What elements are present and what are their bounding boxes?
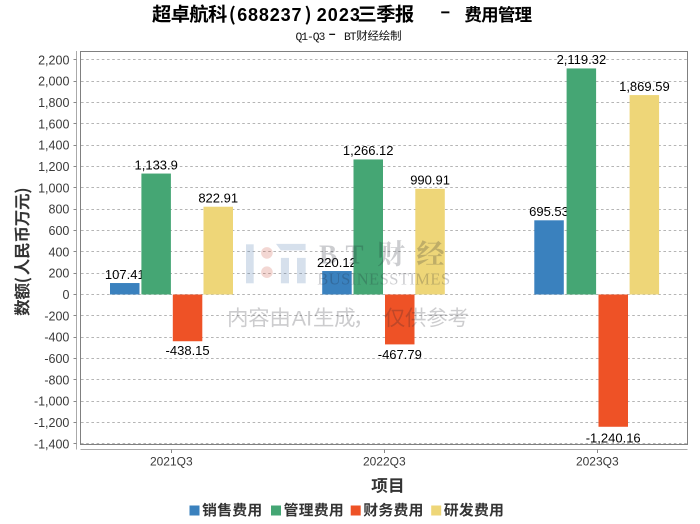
- svg-text:220.12: 220.12: [317, 255, 357, 270]
- svg-text:822.91: 822.91: [198, 191, 238, 206]
- svg-text:2,119.32: 2,119.32: [557, 52, 607, 67]
- svg-text:AI: AI: [292, 306, 312, 330]
- svg-text:2023: 2023: [317, 5, 361, 25]
- svg-text:990.91: 990.91: [410, 173, 450, 188]
- svg-text:1,000: 1,000: [38, 181, 69, 195]
- svg-text:-467.79: -467.79: [378, 347, 422, 362]
- svg-text:B: B: [319, 239, 337, 269]
- svg-text:2,200: 2,200: [38, 53, 69, 67]
- svg-text:2023Q3: 2023Q3: [576, 455, 619, 469]
- svg-text:1,800: 1,800: [38, 96, 69, 110]
- svg-text:0: 0: [62, 288, 69, 302]
- svg-text:1,133.9: 1,133.9: [135, 157, 178, 172]
- svg-text:2021Q3: 2021Q3: [150, 455, 193, 469]
- svg-text:BT: BT: [344, 32, 357, 44]
- svg-text:2022Q3: 2022Q3: [363, 455, 406, 469]
- svg-text:1,869.59: 1,869.59: [619, 79, 670, 94]
- svg-text:-1,000: -1,000: [34, 395, 69, 409]
- svg-text:BUSINESSTIMES: BUSINESSTIMES: [317, 269, 450, 288]
- svg-text:1,400: 1,400: [38, 139, 69, 153]
- svg-text:1,200: 1,200: [38, 160, 69, 174]
- svg-text:695.53: 695.53: [529, 204, 569, 219]
- svg-text:-1,200: -1,200: [34, 416, 69, 430]
- svg-text:T: T: [346, 239, 364, 269]
- svg-text:400: 400: [49, 245, 70, 259]
- svg-text:200: 200: [49, 267, 70, 281]
- svg-text:-800: -800: [44, 373, 69, 387]
- svg-text:-600: -600: [44, 352, 69, 366]
- svg-text:2,000: 2,000: [38, 75, 69, 89]
- svg-text:-1,400: -1,400: [34, 437, 69, 451]
- svg-text:1,266.12: 1,266.12: [343, 143, 394, 158]
- svg-text:107.41: 107.41: [105, 267, 145, 282]
- svg-text:600: 600: [49, 224, 70, 238]
- svg-text:-438.15: -438.15: [166, 343, 210, 358]
- svg-text:1,600: 1,600: [38, 117, 69, 131]
- svg-text:-200: -200: [44, 309, 69, 323]
- svg-text:800: 800: [49, 203, 70, 217]
- svg-text:688237: 688237: [237, 5, 302, 25]
- svg-text:Q1-Q3: Q1-Q3: [296, 32, 326, 44]
- svg-text:-400: -400: [44, 331, 69, 345]
- svg-text:-1,240.16: -1,240.16: [586, 431, 641, 446]
